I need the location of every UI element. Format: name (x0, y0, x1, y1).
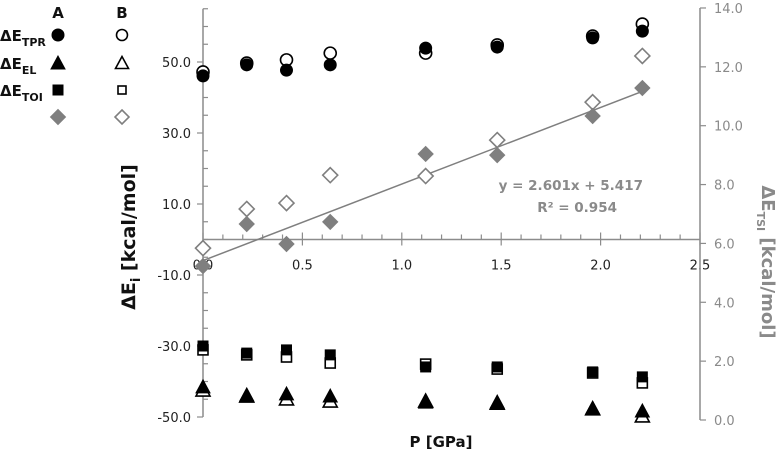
square-filled-point (280, 344, 292, 356)
x-axis-tick-label: 1.0 (391, 259, 412, 274)
x-axis-title: P [GPa] (410, 433, 473, 451)
diamond-filled-point (194, 257, 212, 275)
y-axis-left-tick-label: -50.0 (157, 411, 191, 426)
square-filled-point (324, 349, 336, 361)
diamond-filled-point (489, 146, 506, 164)
legend-square-open-icon (117, 85, 127, 95)
circle-filled-point (240, 58, 254, 72)
chart-legend: A B ΔETPR ΔEEL ΔETOI (0, 4, 131, 126)
triangle-filled-point (417, 394, 434, 409)
y-axis-left-tick-label: -10.0 (157, 269, 191, 284)
y-axis-right-tick-label: 4.0 (714, 296, 735, 311)
circle-filled-point (635, 24, 649, 38)
diamond-filled-point (278, 235, 295, 253)
legend-circle-filled-icon (51, 28, 65, 42)
diamond-open-point (417, 167, 435, 185)
circle-filled-point (586, 31, 600, 45)
y-axis-right-tick-label: 10.0 (714, 120, 743, 135)
diamond-filled-point (634, 79, 651, 97)
diamond-open-point (277, 194, 296, 212)
diamond-open-point (633, 47, 651, 65)
x-axis-tick-label: 0.5 (292, 259, 313, 274)
square-filled-point (587, 366, 599, 378)
y-axis-right-tick-label: 2.0 (714, 355, 735, 370)
legend-row-label: ΔEEL (0, 55, 36, 77)
circle-filled-point (490, 40, 504, 54)
triangle-filled-point (322, 388, 339, 403)
triangle-filled-point (238, 386, 255, 402)
x-axis-tick-label: 1.5 (491, 259, 512, 274)
y-axis-title-right: ΔETSI [kcal/mol] (754, 185, 778, 338)
circle-filled-point (323, 58, 337, 72)
diamond-filled-point (238, 215, 255, 233)
legend-diamond-open-icon (113, 108, 131, 126)
square-filled-point (197, 340, 209, 352)
legend-diamond-filled-icon (49, 108, 67, 126)
y-axis-title-left: ΔEi [kcal/mol] (118, 164, 144, 310)
y-axis-left-tick-label: 30.0 (162, 127, 191, 142)
legend-triangle-open-icon (114, 54, 130, 70)
triangle-filled-point (278, 385, 295, 401)
diamond-open-point (584, 93, 602, 111)
diamond-open-point (238, 200, 256, 218)
y-axis-right-tick-label: 8.0 (714, 179, 735, 194)
triangle-filled-point (195, 378, 211, 394)
y-axis-right-tick-label: 14.0 (714, 2, 743, 17)
circle-open-point (323, 46, 338, 60)
legend-row-label: ΔETPR (0, 27, 46, 49)
square-filled-point (491, 361, 503, 373)
legend-column-a-header: A (52, 4, 64, 22)
circle-filled-point (196, 69, 210, 83)
y-axis-right-tick-label: 0.0 (714, 414, 735, 429)
legend-triangle-filled-icon (50, 54, 66, 70)
square-filled-point (241, 347, 253, 359)
circle-filled-point (279, 63, 293, 77)
data-points (194, 17, 651, 423)
y-axis-right-tick-label: 6.0 (714, 237, 735, 252)
legend-column-b-header: B (116, 4, 127, 22)
legend-square-filled-icon (52, 84, 64, 96)
y-axis-left-tick-label: 50.0 (162, 56, 191, 71)
legend-row-label: ΔETOI (0, 82, 43, 104)
chart-axes: 50.0 30.0 10.0 -10.0 -30.0 -50.0 0.0 0.5 1.0 1.5 2… (157, 2, 743, 429)
trendline-r-squared: R² = 0.954 (537, 200, 617, 216)
diamond-open-point (194, 239, 212, 257)
square-filled-point (636, 371, 648, 383)
diamond-filled-point (417, 145, 434, 163)
triangle-filled-point (489, 394, 506, 409)
diamond-open-point (321, 166, 339, 184)
trendline-equation: y = 2.601x + 5.417 (499, 178, 643, 194)
x-axis-tick-label: 2.0 (590, 259, 611, 274)
y-axis-left-tick-label: -30.0 (157, 340, 191, 355)
diamond-filled-point (322, 213, 339, 231)
triangle-filled-point (634, 402, 651, 418)
triangle-filled-point (584, 400, 601, 415)
y-axis-left-tick-label: 10.0 (162, 198, 191, 213)
square-filled-point (420, 361, 432, 373)
legend-circle-open-icon (115, 28, 129, 42)
y-axis-title-left-delta: ΔE (118, 282, 140, 310)
y-axis-right-tick-label: 12.0 (714, 61, 743, 76)
diamond-filled-point (584, 107, 601, 125)
circle-filled-point (419, 41, 433, 55)
